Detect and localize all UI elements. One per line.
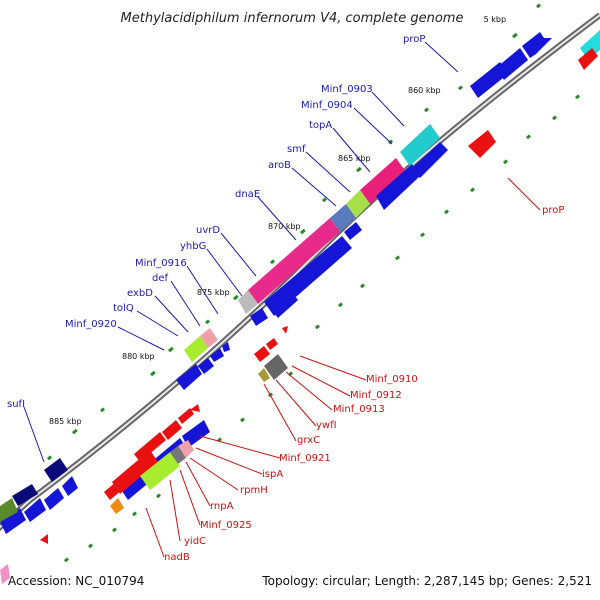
gene-arrow (176, 364, 202, 390)
feature-block (258, 368, 270, 382)
feature-block (184, 336, 208, 362)
tick-label: 880 kbp (122, 352, 155, 361)
reverse-gene-labels: proP Minf_0910 Minf_0912 Minf_0913 ywfI … (164, 205, 564, 563)
gene-label: Minf_0920 (65, 319, 117, 330)
gene-label: nadB (164, 552, 190, 563)
gene-arrow (62, 476, 78, 496)
reverse-label-lines (145, 177, 541, 558)
gene-label: uvrD (196, 225, 220, 236)
gene-label: topA (309, 120, 332, 131)
gene-arrow (250, 308, 268, 326)
gene-arrow (496, 48, 528, 80)
gene-label: sufI (7, 399, 25, 410)
gene-label: Minf_0925 (200, 520, 252, 531)
gene-arrow (182, 420, 210, 448)
gene-arrow (344, 222, 362, 240)
gene-label: Minf_0904 (301, 100, 353, 111)
tick-label: 5 kbp (482, 15, 506, 24)
gene-arrow (44, 488, 64, 510)
gene-arrow (222, 342, 230, 352)
gene-label: Minf_0916 (135, 258, 187, 269)
gene-label: rpmH (240, 485, 268, 496)
forward-dark-features (0, 458, 68, 522)
gene-label: ywfI (316, 420, 337, 431)
gene-label: Minf_0912 (350, 390, 402, 401)
accession-label: Accession: NC_010794 (8, 574, 144, 588)
gene-arrow (0, 508, 26, 534)
gene-arrow (112, 450, 158, 494)
gene-label: Minf_0910 (366, 374, 418, 385)
gene-label: ispA (262, 469, 283, 480)
gene-arrow (468, 130, 496, 158)
gene-label: exbD (127, 288, 153, 299)
gene-label: smf (287, 144, 306, 155)
tick-label: 865 kbp (338, 154, 371, 163)
feature-block (44, 458, 68, 482)
feature-block (200, 328, 218, 348)
feature-block (330, 204, 356, 232)
forward-label-lines (23, 41, 459, 463)
gene-label: aroB (268, 160, 291, 171)
gene-label: Minf_0921 (279, 453, 331, 464)
genome-summary: Topology: circular; Length: 2,287,145 bp… (261, 574, 592, 588)
gene-arrow (266, 338, 278, 350)
tick-label: 885 kbp (49, 417, 82, 426)
gene-label: proP (542, 205, 564, 216)
tick-label: 875 kbp (197, 288, 230, 297)
gene-arrow (198, 358, 214, 374)
gene-label: grxC (297, 435, 320, 446)
feature-block (400, 124, 440, 166)
tick-marks-inner (63, 94, 580, 563)
feature-block (0, 564, 10, 584)
gene-arrow (412, 142, 448, 178)
map-title: Methylacidiphilum infernorum V4, complet… (121, 11, 464, 26)
gene-arrow (376, 164, 420, 210)
feature-block (170, 446, 186, 464)
gene-label: Minf_0913 (333, 404, 385, 415)
gene-arrow (578, 48, 598, 70)
forward-gene-labels: proP Minf_0903 Minf_0904 topA smf aroB d… (7, 34, 425, 410)
gene-label: dnaE (235, 189, 260, 200)
gene-label: rnpA (210, 501, 234, 512)
feature-block (360, 158, 406, 204)
gene-label: yhbG (180, 241, 206, 252)
gene-arrow (282, 326, 288, 334)
gene-arrow (210, 348, 224, 362)
gene-arrow (270, 290, 298, 318)
gene-arrow (40, 534, 48, 544)
gene-arrow (178, 408, 194, 424)
gene-arrow (190, 404, 200, 412)
gene-label: tolQ (113, 303, 134, 314)
tick-label: 860 kbp (408, 86, 441, 95)
feature-block (110, 498, 124, 514)
gene-label: def (152, 273, 169, 284)
feature-block (0, 498, 18, 522)
gene-arrow (24, 498, 46, 522)
backbone (0, 12, 600, 532)
feature-block (264, 354, 288, 380)
gene-label: proP (403, 34, 425, 45)
feature-block (238, 290, 258, 314)
gene-arrow (254, 346, 270, 362)
gene-arrow (162, 420, 182, 440)
forward-feature-track (184, 30, 600, 362)
feature-block (346, 190, 370, 218)
reverse-gene-arrows (0, 48, 598, 584)
feature-block (12, 484, 38, 506)
tick-marks-outer (47, 3, 541, 461)
feature-block (248, 218, 340, 304)
gene-label: Minf_0903 (321, 84, 373, 95)
gene-arrow (134, 432, 166, 462)
gene-arrow (522, 32, 552, 58)
feature-block (178, 440, 194, 458)
feature-block (140, 452, 180, 490)
gene-label: yidC (184, 536, 206, 547)
